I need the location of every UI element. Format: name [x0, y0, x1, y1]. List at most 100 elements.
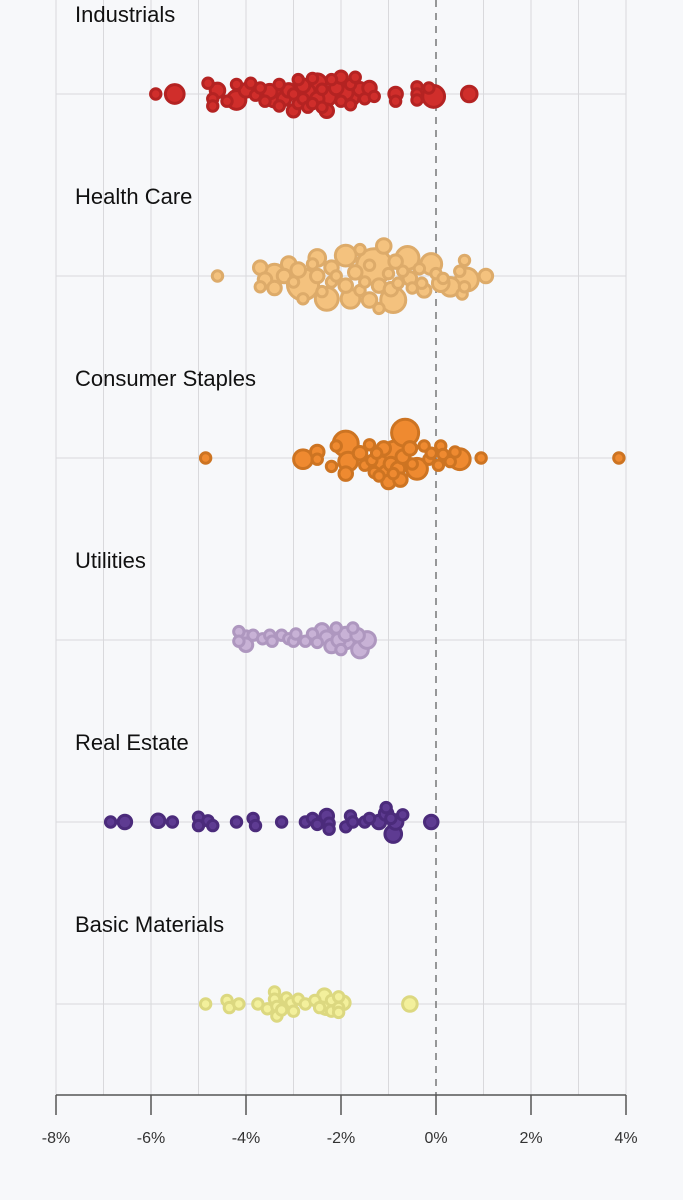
- data-point[interactable]: [362, 438, 377, 452]
- data-point[interactable]: [116, 813, 134, 831]
- data-point[interactable]: [329, 439, 343, 453]
- data-point[interactable]: [324, 72, 339, 87]
- data-point[interactable]: [291, 72, 305, 87]
- data-point[interactable]: [265, 634, 279, 648]
- data-point[interactable]: [384, 811, 398, 826]
- data-point[interactable]: [358, 275, 372, 289]
- data-point[interactable]: [388, 94, 403, 108]
- data-point[interactable]: [149, 87, 163, 101]
- data-point[interactable]: [346, 815, 360, 829]
- data-point[interactable]: [274, 815, 289, 829]
- data-point[interactable]: [396, 264, 410, 278]
- data-point[interactable]: [253, 280, 267, 294]
- data-point[interactable]: [459, 84, 479, 104]
- data-point[interactable]: [206, 99, 220, 113]
- data-point[interactable]: [436, 271, 450, 286]
- data-point[interactable]: [401, 995, 419, 1013]
- data-point[interactable]: [289, 627, 303, 641]
- data-point[interactable]: [310, 452, 324, 466]
- data-point[interactable]: [348, 70, 362, 84]
- data-point[interactable]: [289, 261, 308, 279]
- data-point[interactable]: [448, 445, 462, 459]
- data-point[interactable]: [346, 264, 364, 281]
- data-point[interactable]: [272, 77, 286, 92]
- data-point[interactable]: [346, 621, 360, 635]
- data-point[interactable]: [401, 440, 419, 457]
- data-point[interactable]: [103, 815, 118, 829]
- data-point[interactable]: [362, 811, 377, 826]
- data-point[interactable]: [410, 93, 424, 107]
- data-point[interactable]: [477, 267, 495, 285]
- data-point[interactable]: [286, 1004, 301, 1018]
- data-point[interactable]: [334, 642, 348, 657]
- data-point[interactable]: [331, 1005, 346, 1020]
- data-point[interactable]: [379, 800, 393, 815]
- data-point[interactable]: [612, 451, 626, 465]
- data-point[interactable]: [374, 237, 393, 255]
- data-point[interactable]: [305, 71, 320, 86]
- data-point[interactable]: [315, 82, 329, 96]
- data-point[interactable]: [337, 277, 355, 294]
- data-point[interactable]: [412, 262, 427, 276]
- data-point[interactable]: [210, 269, 225, 283]
- data-point[interactable]: [232, 634, 246, 648]
- data-point[interactable]: [333, 243, 358, 268]
- data-point[interactable]: [422, 81, 436, 95]
- data-point[interactable]: [315, 284, 329, 299]
- data-point[interactable]: [396, 808, 410, 822]
- data-point[interactable]: [315, 100, 329, 114]
- data-point[interactable]: [405, 457, 419, 471]
- data-point[interactable]: [198, 997, 213, 1011]
- data-point[interactable]: [381, 266, 396, 281]
- data-point[interactable]: [248, 818, 263, 833]
- data-point[interactable]: [372, 469, 386, 483]
- data-point[interactable]: [372, 301, 386, 316]
- data-point[interactable]: [310, 635, 324, 650]
- data-point[interactable]: [312, 1000, 327, 1015]
- data-point[interactable]: [198, 451, 213, 465]
- data-point[interactable]: [337, 465, 355, 482]
- data-point[interactable]: [272, 99, 286, 113]
- data-point[interactable]: [229, 815, 244, 829]
- data-point[interactable]: [329, 621, 343, 635]
- data-point[interactable]: [386, 466, 400, 481]
- data-point[interactable]: [457, 253, 472, 268]
- data-point[interactable]: [201, 76, 215, 90]
- data-point[interactable]: [266, 279, 283, 297]
- data-point[interactable]: [274, 1003, 289, 1017]
- data-point[interactable]: [369, 446, 384, 460]
- data-point[interactable]: [305, 257, 320, 271]
- data-point[interactable]: [163, 83, 186, 105]
- data-point[interactable]: [453, 264, 467, 278]
- data-point[interactable]: [391, 276, 405, 290]
- data-point[interactable]: [362, 258, 377, 272]
- data-point[interactable]: [149, 812, 167, 830]
- data-point[interactable]: [474, 451, 488, 465]
- data-point[interactable]: [229, 77, 244, 92]
- data-point[interactable]: [253, 81, 267, 95]
- data-point[interactable]: [206, 818, 220, 833]
- data-point[interactable]: [220, 94, 234, 108]
- data-point[interactable]: [322, 822, 336, 836]
- data-point[interactable]: [329, 269, 343, 283]
- data-point[interactable]: [232, 997, 246, 1011]
- data-point[interactable]: [353, 242, 367, 257]
- data-point[interactable]: [422, 813, 440, 831]
- data-point[interactable]: [343, 98, 358, 112]
- data-point[interactable]: [424, 446, 438, 460]
- data-point[interactable]: [258, 94, 272, 108]
- data-point[interactable]: [367, 89, 381, 104]
- data-point[interactable]: [310, 817, 324, 832]
- data-point[interactable]: [360, 291, 379, 309]
- data-point[interactable]: [286, 275, 301, 289]
- data-point[interactable]: [324, 459, 339, 474]
- data-point[interactable]: [387, 253, 404, 270]
- data-point[interactable]: [308, 267, 326, 285]
- data-point[interactable]: [415, 276, 429, 290]
- data-point[interactable]: [351, 444, 369, 462]
- data-point[interactable]: [331, 990, 346, 1004]
- data-point[interactable]: [296, 292, 310, 306]
- data-point[interactable]: [457, 280, 472, 294]
- data-point[interactable]: [165, 815, 180, 829]
- data-point[interactable]: [431, 458, 446, 472]
